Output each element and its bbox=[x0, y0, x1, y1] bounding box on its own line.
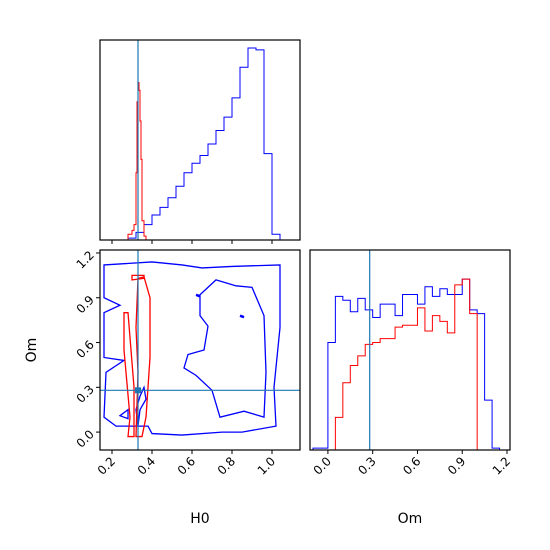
tick-label-y-Om-2: 0.6 bbox=[74, 338, 97, 361]
tick-label-x-H0-4: 1.0 bbox=[255, 454, 278, 477]
tick-label-x-Om-1: 0.3 bbox=[355, 454, 378, 477]
truth-marker bbox=[135, 387, 141, 394]
tick-label-x-Om-4: 1.2 bbox=[490, 454, 513, 477]
contour-series-0-spike-5 bbox=[135, 385, 147, 427]
contour-series-1-band-0 bbox=[135, 276, 151, 438]
xlabel-Om: Om bbox=[398, 511, 423, 527]
tick-label-x-H0-2: 0.6 bbox=[175, 454, 198, 477]
contour-series-0-outer-0 bbox=[103, 261, 281, 436]
contour-series-0-island-4 bbox=[118, 408, 129, 420]
tick-label-y-Om-3: 0.9 bbox=[74, 293, 97, 316]
frame-contour bbox=[99, 249, 301, 451]
xlabel-H0: H0 bbox=[190, 511, 209, 527]
contour-series-0-dot-3 bbox=[239, 314, 245, 319]
hist-Om-series-1 bbox=[327, 278, 478, 451]
contour-series-0-inner-1 bbox=[183, 279, 267, 419]
tick-label-y-Om-0: 0.0 bbox=[74, 427, 97, 450]
frame-hist-Om bbox=[309, 249, 511, 451]
contour-series-0-dot-2 bbox=[195, 293, 201, 298]
frame-hist-H0 bbox=[99, 39, 301, 241]
hist-Om-series-0 bbox=[312, 278, 501, 450]
tick-label-x-Om-2: 0.6 bbox=[400, 454, 423, 477]
panel-hist-Om: 0.0 0.3 0.6 0.9 1.2 bbox=[309, 249, 513, 478]
tick-label-x-H0-0: 0.2 bbox=[95, 454, 118, 477]
hist-H0-series-1 bbox=[127, 82, 147, 240]
tick-label-x-H0-3: 0.8 bbox=[215, 454, 238, 477]
ylabel-Om: Om bbox=[24, 338, 40, 363]
tick-label-x-H0-1: 0.4 bbox=[135, 454, 158, 477]
panel-contour-H0-Om: 0.2 0.4 0.6 0.8 1.0 0.0 0.3 0.6 0.9 1.2 bbox=[74, 248, 301, 478]
tick-label-y-Om-1: 0.3 bbox=[74, 382, 97, 405]
contour-series-1-band_left-1 bbox=[123, 312, 135, 438]
contour-series-1-band_top-2 bbox=[131, 274, 145, 281]
panel-hist-H0 bbox=[99, 39, 301, 244]
tick-label-y-Om-4: 1.2 bbox=[74, 248, 97, 271]
tick-label-x-Om-0: 0.0 bbox=[311, 454, 334, 477]
tick-label-x-Om-3: 0.9 bbox=[445, 454, 468, 477]
